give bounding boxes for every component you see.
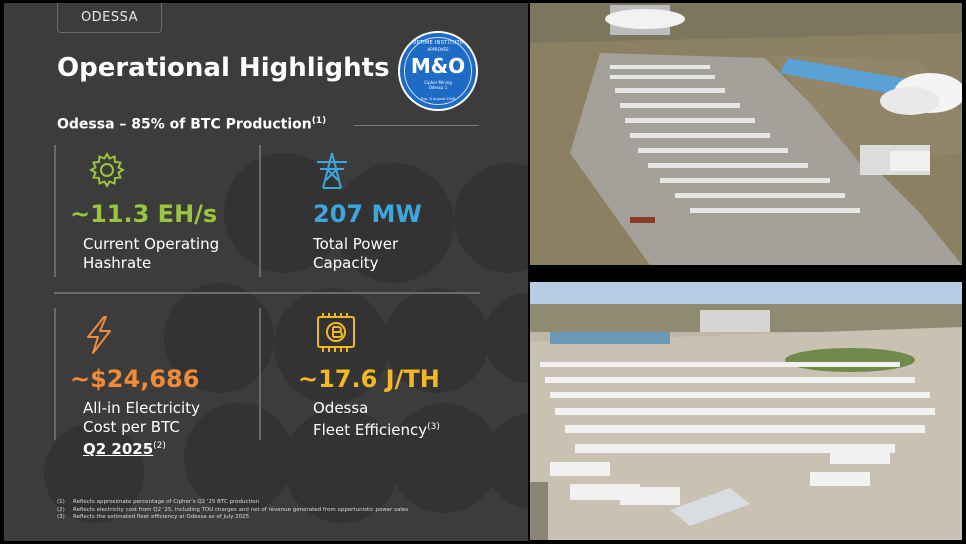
subtitle-rule	[354, 125, 479, 126]
label-text: Fleet Efficiency	[313, 421, 428, 439]
bg-circle	[384, 288, 489, 393]
footnote-text: Reflects the estimated fleet efficiency …	[73, 514, 250, 520]
footnote-text: Reflects approximate percentage of Ciphe…	[73, 499, 260, 505]
badge-org: UPTIME INSTITUTE	[412, 40, 464, 46]
aerial-photo-container-field	[530, 282, 962, 540]
divider-vertical	[259, 145, 261, 277]
footnote: (2) Reflects electricity cost from Q2 '25…	[57, 507, 408, 515]
gear-icon	[88, 151, 126, 189]
subtitle-text: Odessa – 85% of BTC Production	[57, 116, 312, 133]
badge-sub: Cipher Mining Odessa 1	[400, 80, 476, 90]
divider-horizontal	[54, 292, 480, 294]
footnote-ref: (3)	[427, 422, 440, 432]
electricity-cost-value: ~$24,686	[70, 365, 200, 393]
label-line: Cost per BTC	[83, 418, 180, 436]
content-panel: ODESSA Operational Highlights UPTIME INS…	[4, 3, 528, 541]
power-tower-icon	[317, 152, 347, 189]
bg-circle	[44, 423, 144, 523]
location-tag: ODESSA	[57, 3, 162, 33]
footnote: (3) Reflects the estimated fleet efficien…	[57, 514, 408, 522]
power-capacity-value: 207 MW	[313, 200, 422, 228]
section-subtitle: Odessa – 85% of BTC Production(1)	[57, 116, 326, 133]
hashrate-value: ~11.3 EH/s	[70, 200, 218, 228]
power-capacity-label: Total Power Capacity	[313, 235, 398, 273]
bg-circle	[164, 283, 274, 393]
footnotes: (1) Reflects approximate percentage of Ci…	[57, 499, 408, 522]
badge-company: Cipher Mining	[424, 80, 452, 85]
footnote-ref: (2)	[153, 441, 166, 451]
page-title: Operational Highlights	[57, 53, 390, 83]
footnote-number: (1)	[57, 499, 65, 505]
uptime-certification-badge: UPTIME INSTITUTE APPROVES M&O Cipher Min…	[398, 31, 478, 111]
bitcoin-miner-icon	[317, 313, 355, 352]
bg-circle	[454, 163, 528, 273]
label-line: Current Operating	[83, 235, 220, 253]
divider-vertical	[259, 308, 261, 440]
footnote-text: Reflects electricity cost from Q2 '25, i…	[73, 506, 409, 513]
footnote-number: (2)	[57, 506, 65, 513]
divider-vertical	[54, 308, 56, 440]
fleet-efficiency-label: Odessa Fleet Efficiency(3)	[313, 399, 440, 440]
bg-circle	[389, 403, 499, 513]
label-line: All-in Electricity	[83, 399, 200, 417]
label-line: Fleet Efficiency(3)	[313, 418, 440, 440]
badge-ring	[404, 37, 472, 105]
bg-circle	[224, 153, 344, 273]
badge-main: M&O	[410, 54, 466, 78]
bg-circle	[334, 163, 454, 283]
fleet-efficiency-value: ~17.6 J/TH	[298, 365, 440, 393]
bg-circle	[274, 288, 389, 403]
bg-circle	[484, 413, 528, 508]
period-label: Q2 2025	[83, 440, 154, 458]
bg-circle	[284, 408, 399, 523]
badge-site: Odessa 1	[428, 85, 448, 90]
bg-circle	[484, 293, 528, 383]
label-line: Capacity	[313, 254, 379, 272]
lightning-icon	[87, 316, 111, 354]
bg-circle	[184, 403, 294, 513]
hashrate-label: Current Operating Hashrate	[83, 235, 219, 273]
label-line: Hashrate	[83, 254, 152, 272]
badge-date: Exp. 8 August 2026	[420, 97, 456, 101]
label-line: Q2 2025(2)	[83, 437, 200, 459]
label-line: Odessa	[313, 399, 369, 417]
footnote-ref: (1)	[311, 116, 327, 126]
badge-approves: APPROVES	[427, 47, 449, 52]
electricity-cost-label: All-in Electricity Cost per BTC Q2 2025(…	[83, 399, 200, 459]
label-line: Total Power	[313, 235, 399, 253]
footnote-number: (3)	[57, 514, 65, 520]
divider-vertical	[54, 145, 56, 277]
aerial-photo-site-overview	[530, 3, 962, 265]
footnote: (1) Reflects approximate percentage of Ci…	[57, 499, 408, 507]
